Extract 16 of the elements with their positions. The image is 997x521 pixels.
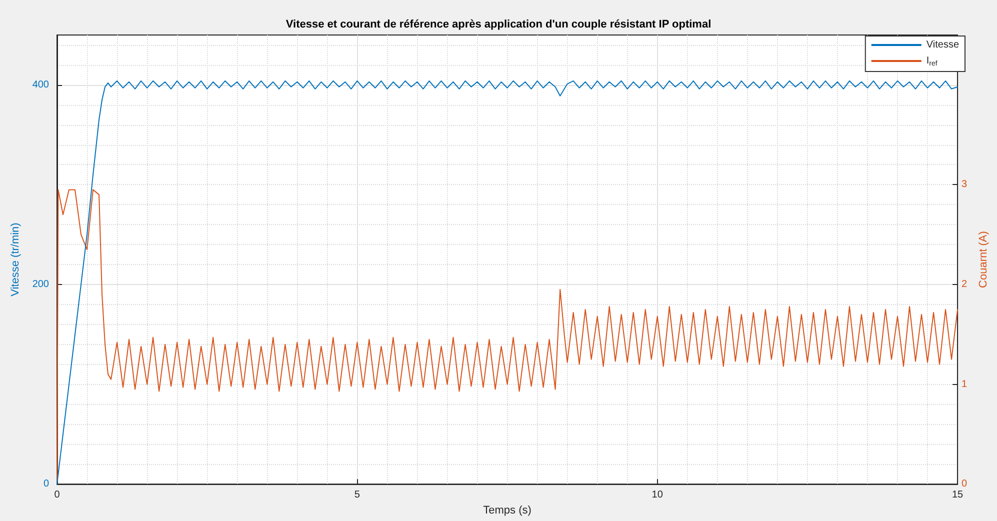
- y2-tick-label: 1: [962, 378, 968, 390]
- y-tick-label: 200: [32, 279, 50, 290]
- y2-tick-label: 3: [962, 179, 968, 190]
- x-tick-label: 0: [54, 490, 60, 501]
- y-tick-label: 0: [43, 478, 50, 490]
- x-tick-label: 10: [652, 490, 664, 501]
- chart-title: Vitesse et courant de référence après application d'un couple résistant IP optimal: [286, 18, 712, 30]
- y2-tick-label: 2: [962, 279, 968, 290]
- y2-tick-label: 0: [962, 478, 968, 490]
- x-tick-label: 15: [952, 490, 964, 501]
- y2-axis-title: Couarnt (A): [978, 231, 990, 288]
- x-tick-label: 5: [354, 490, 360, 501]
- x-axis-title: Temps (s): [483, 504, 532, 516]
- y-axis-title: Vitesse (tr/min): [10, 222, 22, 296]
- legend-label: Vitesse: [926, 40, 960, 50]
- y-tick-label: 400: [32, 79, 50, 90]
